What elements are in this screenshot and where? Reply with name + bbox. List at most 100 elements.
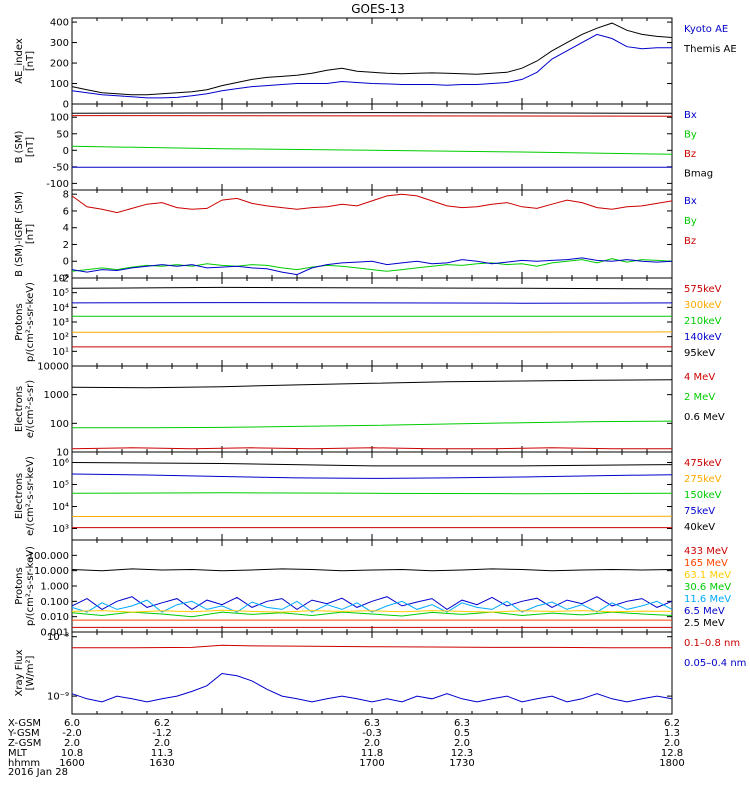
series-line-kyoto-ae: [71, 33, 672, 99]
series-line-140kev: [71, 302, 673, 304]
panel-electrons_mev: 10 100 1000 10000 Electrons e/(cm²-s-sr) 4 MeV…: [14, 362, 725, 459]
y-tick-label: 10: [56, 448, 69, 459]
series-line-2-5-mev: [71, 568, 673, 572]
panel-electrons_kev: 10³ 10⁴ 10⁵ 10⁶ Electrons e/(cm²-s-sr-keV) 475…: [14, 451, 722, 541]
y-tick-label: -100: [46, 179, 69, 190]
legend-entry: 75keV: [684, 506, 715, 517]
orbit-value: 12.8: [661, 748, 683, 759]
series-line-bmag: [71, 112, 673, 114]
y-tick-label: -50: [53, 162, 69, 173]
y-axis-label: B (SM): [14, 130, 25, 163]
y-axis-label: p/(cm²-s-sr-keV): [25, 546, 36, 626]
y-axis-label: p/(cm²-s-sr-keV): [25, 282, 36, 362]
orbit-value: 1700: [359, 758, 384, 769]
orbit-value: 2.0: [364, 738, 380, 749]
orbit-value: 12.3: [451, 748, 473, 759]
y-tick-label: -2: [59, 274, 69, 285]
legend-entry: By: [684, 216, 697, 227]
y-axis-label: Protons: [14, 303, 25, 340]
legend-entry: 95keV: [684, 348, 715, 359]
orbit-value: 11.3: [151, 748, 173, 759]
legend-entry: 30.6 MeV: [684, 582, 731, 593]
orbit-value: 10.8: [61, 748, 83, 759]
series-line-30-6-mev: [71, 611, 673, 618]
y-tick-label: 8: [63, 190, 69, 201]
y-tick-label: 50: [56, 129, 69, 140]
y-tick-label: 10¹: [52, 347, 69, 358]
orbit-value: 6.3: [364, 718, 380, 729]
date-label: 2016 Jan 28: [8, 767, 68, 778]
y-tick-label: 4: [63, 223, 69, 234]
panel-protons_high: 0.001 0.010 0.100 1.000 10.000 100.000Protons…: [14, 539, 731, 639]
panel-bsmigrf: -2 0 2 4 6 8 B (SM)-IGRF (SM) [nT] Bx By Bz: [14, 189, 697, 285]
y-tick-label: 0: [63, 146, 69, 157]
y-tick-label: 10³: [52, 318, 69, 329]
legend-entry: 300keV: [684, 300, 722, 311]
y-tick-label: 10²: [52, 332, 69, 343]
y-tick-label: 10⁴: [52, 502, 69, 513]
y-tick-label: 100: [50, 113, 69, 124]
legend-entry: Bmag: [684, 169, 713, 180]
orbit-value: 2.0: [154, 738, 170, 749]
orbit-value: -0.3: [362, 728, 382, 739]
y-axis-label: [nT]: [25, 224, 36, 244]
y-tick-label: 2: [63, 240, 69, 251]
y-tick-label: 10⁶: [52, 274, 69, 285]
series-line-0-6-mev: [71, 379, 673, 389]
y-tick-label: 100: [50, 79, 69, 90]
panel-frame: [71, 277, 673, 367]
orbit-value: 1.3: [664, 728, 680, 739]
legend-entry: 63.1 MeV: [684, 570, 731, 581]
series-line-bx: [71, 257, 673, 276]
orbit-row-label: hhmm: [8, 758, 40, 769]
series-line-6-5-mev: [71, 596, 673, 611]
y-tick-label: 10000: [37, 362, 69, 373]
series-line-bz: [71, 115, 673, 117]
orbit-row-label: Z-GSM: [8, 738, 41, 749]
y-tick-label: 0.100: [40, 597, 69, 608]
panel-frame: [71, 17, 673, 105]
y-axis-label: AE_index: [14, 38, 25, 84]
legend-entry: 433 MeV: [684, 546, 728, 557]
y-tick-label: 100.000: [28, 551, 69, 562]
legend-entry: 140keV: [684, 332, 722, 343]
y-tick-label: 10⁴: [52, 303, 69, 314]
y-tick-label: 10.000: [34, 566, 69, 577]
y-axis-label: Protons: [14, 567, 25, 604]
legend-entry: 165 MeV: [684, 558, 728, 569]
orbit-value: -2.0: [62, 728, 82, 739]
y-tick-label: 400: [50, 18, 69, 29]
orbit-value: 1600: [59, 758, 84, 769]
figure-title: GOES-13: [351, 2, 405, 16]
y-tick-label: 0: [63, 257, 69, 268]
orbit-value: 1730: [449, 758, 474, 769]
series-line-by: [71, 145, 673, 155]
orbit-value: 2.0: [454, 738, 470, 749]
y-tick-label: 10³: [52, 524, 69, 535]
y-tick-label: 100: [50, 419, 69, 430]
y-axis-label: e/(cm²-s-sr-keV): [25, 456, 36, 536]
legend-entry: Bz: [684, 149, 696, 160]
legend-entry: 6.5 MeV: [684, 606, 725, 617]
y-axis-label: Electrons: [14, 386, 25, 432]
legend-entry: 0.6 MeV: [684, 412, 725, 423]
legend-entry: Bx: [684, 196, 697, 207]
y-tick-label: 10⁵: [52, 288, 69, 299]
y-axis-label: e/(cm²-s-sr): [25, 380, 36, 438]
legend-entry: 475keV: [684, 458, 722, 469]
series-line-11-6-mev: [71, 599, 673, 613]
panel-xray: 10⁻⁹ 10⁻⁸ Xray Flux [W/m²] 0.1–0.8 nm 0.05–0.…: [14, 631, 746, 715]
legend-entry: 40keV: [684, 522, 715, 533]
panel-bsm: -100 -50 0 50 100 B (SM) [nT] Bx By Bz Bmag: [14, 103, 713, 191]
series-line-40kev: [71, 462, 673, 467]
y-axis-label: [W/m²]: [25, 655, 36, 690]
y-tick-label: 10⁶: [52, 458, 69, 469]
series-line-by: [71, 258, 673, 272]
series-line-2-mev: [72, 420, 673, 429]
legend-entry: 2 MeV: [684, 392, 715, 403]
legend-entry: 210keV: [684, 316, 722, 327]
y-tick-label: 300: [50, 38, 69, 49]
panel-frame: [71, 365, 673, 453]
